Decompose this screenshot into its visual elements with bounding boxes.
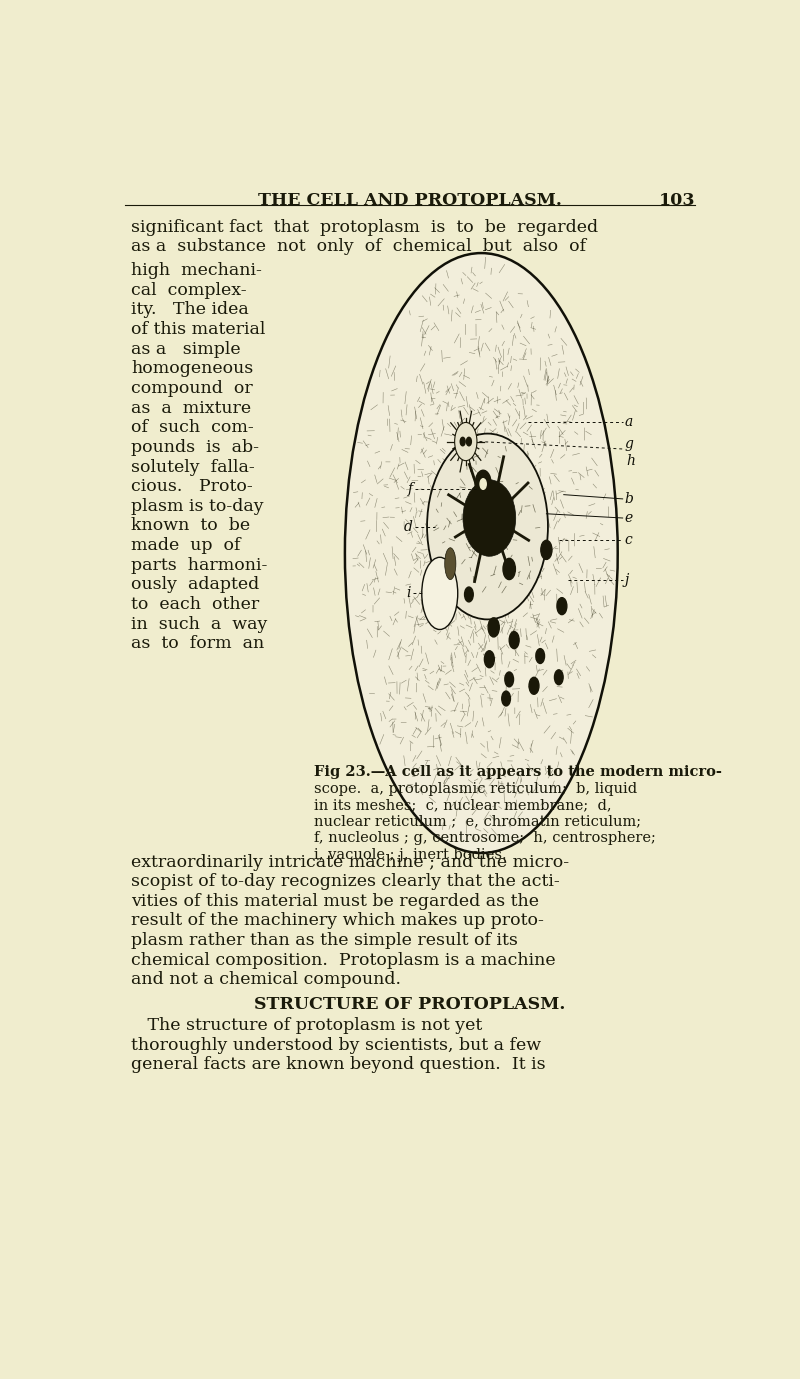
- Circle shape: [466, 437, 471, 445]
- Text: thoroughly understood by scientists, but a few: thoroughly understood by scientists, but…: [131, 1037, 541, 1054]
- Ellipse shape: [422, 557, 458, 629]
- Text: f, nucleolus ; g, centrosome;  h, centrosphere;: f, nucleolus ; g, centrosome; h, centros…: [314, 832, 656, 845]
- Text: high  mechani-: high mechani-: [131, 262, 262, 279]
- Text: parts  harmoni-: parts harmoni-: [131, 557, 267, 574]
- Ellipse shape: [345, 254, 618, 854]
- Text: chemical composition.  Protoplasm is a machine: chemical composition. Protoplasm is a ma…: [131, 952, 556, 969]
- Text: solutely  falla-: solutely falla-: [131, 459, 254, 476]
- Text: j: j: [625, 572, 629, 586]
- Circle shape: [454, 422, 477, 461]
- Circle shape: [480, 479, 486, 490]
- Text: a: a: [625, 415, 633, 429]
- Text: in  such  a  way: in such a way: [131, 615, 267, 633]
- Circle shape: [485, 651, 494, 667]
- Circle shape: [503, 558, 515, 579]
- Text: nuclear reticulum ;  e, chromatin reticulum;: nuclear reticulum ; e, chromatin reticul…: [314, 815, 641, 829]
- Text: i, vacuole ; j, inert bodies.: i, vacuole ; j, inert bodies.: [314, 848, 506, 862]
- Text: ously  adapted: ously adapted: [131, 576, 259, 593]
- Text: b: b: [625, 492, 634, 506]
- Text: cious.   Proto-: cious. Proto-: [131, 479, 253, 495]
- Text: The structure of protoplasm is not yet: The structure of protoplasm is not yet: [131, 1018, 482, 1034]
- Text: Fig 23.—A cell as it appears to the modern micro-: Fig 23.—A cell as it appears to the mode…: [314, 765, 722, 779]
- Text: in its meshes;  c, nuclear membrane;  d,: in its meshes; c, nuclear membrane; d,: [314, 798, 611, 812]
- Circle shape: [475, 470, 491, 498]
- Text: homogeneous: homogeneous: [131, 360, 254, 378]
- Text: extraordinarily intricate machine ; and the micro-: extraordinarily intricate machine ; and …: [131, 854, 569, 870]
- Ellipse shape: [427, 433, 548, 619]
- Text: to  each  other: to each other: [131, 596, 259, 614]
- Text: d: d: [404, 520, 413, 534]
- Text: STRUCTURE OF PROTOPLASM.: STRUCTURE OF PROTOPLASM.: [254, 996, 566, 1012]
- Circle shape: [460, 437, 465, 445]
- Text: compound  or: compound or: [131, 381, 253, 397]
- Circle shape: [529, 677, 539, 694]
- Circle shape: [505, 672, 514, 687]
- Text: of  such  com-: of such com-: [131, 419, 254, 436]
- Text: and not a chemical compound.: and not a chemical compound.: [131, 971, 401, 989]
- Text: f: f: [408, 483, 413, 496]
- Text: as  a  mixture: as a mixture: [131, 400, 251, 416]
- Text: pounds  is  ab-: pounds is ab-: [131, 439, 259, 456]
- Text: g: g: [625, 437, 634, 451]
- Text: cal  complex-: cal complex-: [131, 281, 246, 299]
- Text: as a   simple: as a simple: [131, 341, 241, 357]
- Text: as  to  form  an: as to form an: [131, 636, 264, 652]
- Text: as a  substance  not  only  of  chemical  but  also  of: as a substance not only of chemical but …: [131, 239, 586, 255]
- Circle shape: [502, 691, 510, 706]
- Circle shape: [488, 618, 499, 637]
- Text: THE CELL AND PROTOPLASM.: THE CELL AND PROTOPLASM.: [258, 192, 562, 210]
- Text: of this material: of this material: [131, 321, 266, 338]
- Text: i: i: [406, 586, 411, 600]
- Text: ity.   The idea: ity. The idea: [131, 302, 249, 319]
- Text: result of the machinery which makes up proto-: result of the machinery which makes up p…: [131, 913, 544, 929]
- Circle shape: [536, 648, 545, 663]
- Text: h: h: [626, 454, 635, 467]
- Text: c: c: [625, 534, 632, 547]
- Text: significant fact  that  protoplasm  is  to  be  regarded: significant fact that protoplasm is to b…: [131, 218, 598, 236]
- Circle shape: [510, 632, 519, 648]
- Text: e: e: [625, 512, 633, 525]
- Circle shape: [557, 597, 567, 615]
- Text: 103: 103: [658, 192, 695, 210]
- Text: scopist of to-day recognizes clearly that the acti-: scopist of to-day recognizes clearly tha…: [131, 873, 560, 891]
- Text: plasm is to-day: plasm is to-day: [131, 498, 264, 514]
- Text: vities of this material must be regarded as the: vities of this material must be regarded…: [131, 892, 539, 910]
- Text: plasm rather than as the simple result of its: plasm rather than as the simple result o…: [131, 932, 518, 949]
- Text: scope.  a, protoplasmic reticulum;  b, liquid: scope. a, protoplasmic reticulum; b, liq…: [314, 782, 637, 796]
- Ellipse shape: [445, 547, 456, 579]
- Ellipse shape: [463, 480, 516, 556]
- Text: made  up  of: made up of: [131, 538, 241, 554]
- Text: known  to  be: known to be: [131, 517, 250, 535]
- Text: general facts are known beyond question.  It is: general facts are known beyond question.…: [131, 1056, 546, 1073]
- Circle shape: [465, 587, 474, 601]
- Circle shape: [554, 670, 563, 685]
- Circle shape: [541, 541, 552, 560]
